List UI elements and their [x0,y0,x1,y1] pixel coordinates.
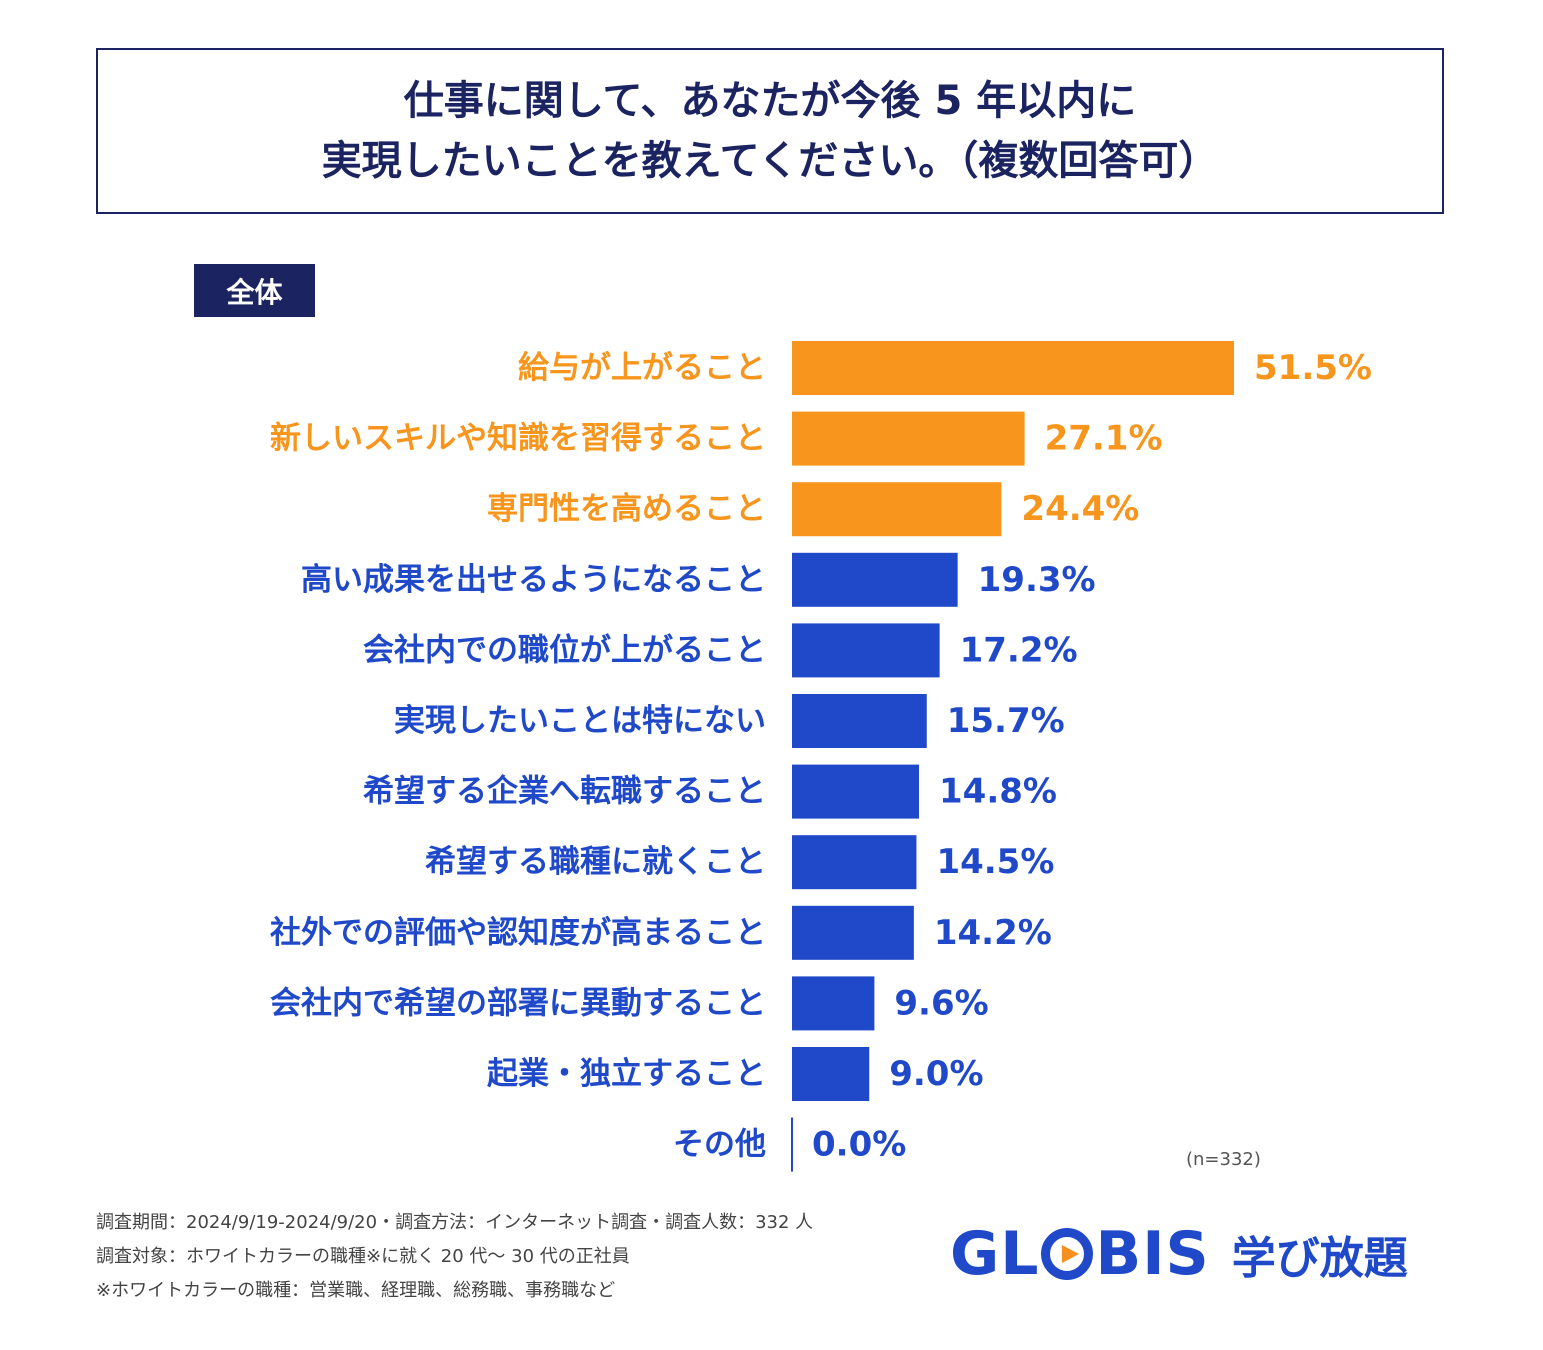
logo-subtitle: 学び放題 [1231,1233,1408,1284]
value-label: 24.4% [1021,489,1139,529]
footnote-whitecollar-def: ※ホワイトカラーの職種：営業職、経理職、総務職、事務職など [96,1280,616,1301]
bar [792,1047,870,1101]
bar [792,694,927,748]
category-label: 新しいスキルや知識を習得すること [270,421,766,457]
bar [792,905,914,960]
footnote-survey-target: 調査対象：ホワイトカラーの職種※に就く 20 代～ 30 代の正社員 [96,1246,630,1267]
category-label: 希望する企業へ転職すること [363,774,766,810]
category-label: 起業・独立すること [487,1056,766,1092]
footnote-survey-period: 調査期間：2024/9/19-2024/9/20・調査方法：インターネット調査・… [96,1212,814,1233]
sample-size-note: (n=332) [1186,1149,1261,1170]
value-label: 17.2% [960,630,1078,670]
bar [792,976,875,1031]
bar-chart: 給与が上がること 51.5% 新しいスキルや知識を習得すること 27.1% 専門性を高め… [270,341,1372,1172]
chart-title-line1: 仕事に関して、あなたが今後 5 年以内に [403,78,1137,124]
bar [792,552,958,607]
logo-brand-left: GL [950,1219,1040,1289]
bar [792,623,940,678]
value-label: 9.6% [894,983,988,1023]
value-label: 51.5% [1254,348,1372,388]
value-label: 9.0% [889,1054,983,1094]
category-label: 希望する職種に就くこと [425,844,766,880]
category-label: その他 [673,1127,766,1163]
value-label: 0.0% [812,1125,906,1165]
category-label: 高い成果を出せるようになること [301,562,766,598]
category-label: 会社内で希望の部署に異動すること [270,985,766,1021]
value-label: 19.3% [978,560,1096,600]
category-label: 実現したいことは特にない [394,703,766,739]
bar [792,411,1025,466]
play-icon [1041,1228,1094,1280]
category-label: 給与が上がること [518,350,766,386]
bar [792,835,917,890]
value-label: 15.7% [947,701,1065,741]
bar [792,764,920,819]
chart-title-line2: 実現したいことを教えてください。（複数回答可） [321,138,1219,184]
value-label: 27.1% [1045,419,1163,459]
globis-logo: GL BIS 学び放題 [950,1219,1408,1289]
category-label: 社外での評価や認知度が高まること [270,915,766,951]
value-label: 14.8% [939,772,1057,812]
logo-brand-right: BIS [1095,1219,1210,1289]
value-label: 14.5% [936,842,1054,882]
bar [792,341,1234,395]
globis-wordmark: GL BIS [950,1219,1210,1289]
chart-title-box: 仕事に関して、あなたが今後 5 年以内に 実現したいことを教えてください。（複数… [96,48,1444,214]
segment-label: 全体 [194,264,315,317]
bar [792,482,1002,537]
category-label: 会社内での職位が上がること [363,632,766,668]
value-label: 14.2% [934,913,1052,953]
category-label: 専門性を高めること [487,491,766,527]
